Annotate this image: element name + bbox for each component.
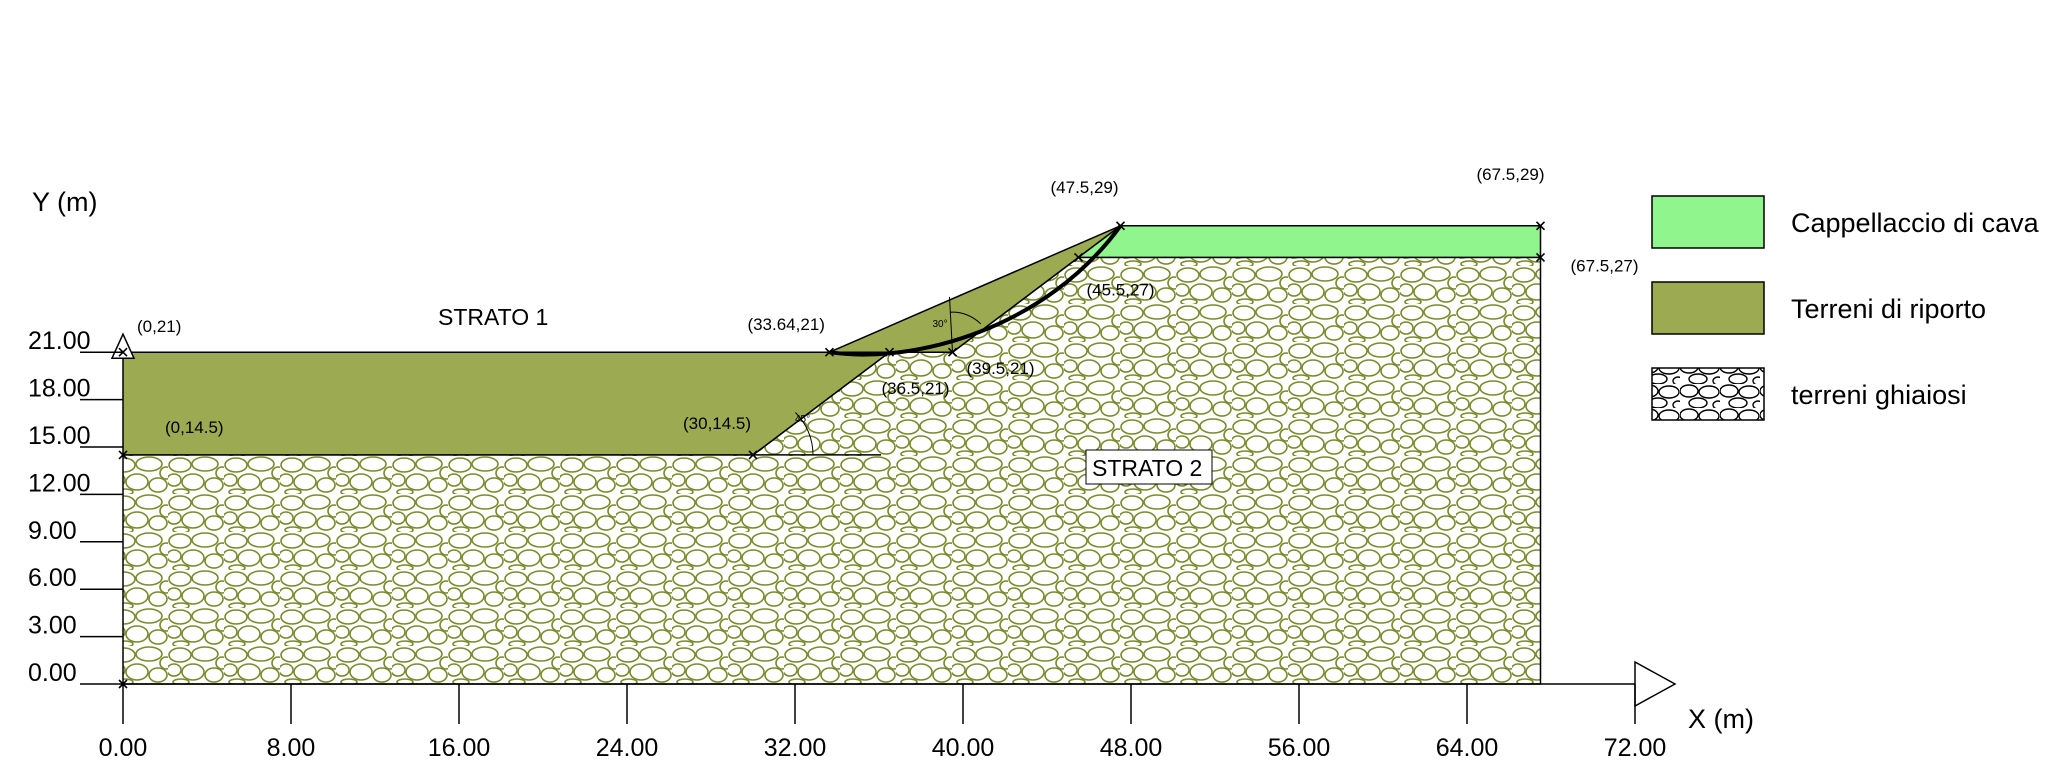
strato2-gravel-area <box>122 256 1542 685</box>
legend-swatch-gravel <box>1651 367 1765 421</box>
point-marker <box>748 450 758 460</box>
y-tick-label: 6.00 <box>28 564 77 592</box>
point-marker <box>1073 252 1084 262</box>
y-tick-label: 21.00 <box>28 327 91 355</box>
legend-label-riporto: Terreni di riporto <box>1791 294 1986 324</box>
point-coordinate-label: (36.5,21) <box>882 379 950 398</box>
point-coordinate-label: (45.5,27) <box>1087 280 1155 299</box>
x-axis-arrow <box>1634 660 1677 708</box>
strato1-label: STRATO 1 <box>438 304 548 330</box>
x-tick-label: 40.00 <box>932 734 995 762</box>
x-tick-label: 56.00 <box>1268 734 1331 762</box>
legend-label-gravel: terreni ghiaiosi <box>1791 380 1967 410</box>
cappellaccio-strip <box>1076 225 1542 259</box>
legend-swatch-cappellaccio <box>1651 195 1765 249</box>
point-marker <box>1535 221 1546 231</box>
origin-marker <box>118 679 128 689</box>
x-tick-label: 48.00 <box>1100 734 1163 762</box>
point-markers <box>118 221 1546 689</box>
point-marker <box>118 450 128 460</box>
point-marker <box>1535 252 1546 262</box>
y-tick-label: 0.00 <box>28 659 77 687</box>
x-axis-ticks: 0.00 8.00 16.00 24.00 32.00 40.00 48.00 56.00 64… <box>99 684 1667 762</box>
x-tick-label: 32.00 <box>764 734 827 762</box>
x-tick-label: 72.00 <box>1604 734 1667 762</box>
legend: Cappellaccio di cava Terreni di riporto … <box>1651 195 2040 421</box>
point-marker <box>824 347 835 357</box>
lower-angle-label: 45° <box>795 414 810 425</box>
point-coordinate-label: (33.64,21) <box>747 315 825 334</box>
point-coordinate-label: (39.5,21) <box>967 359 1035 378</box>
upper-angle-arc <box>950 311 982 325</box>
point-coordinate-label: (0,21) <box>137 317 181 336</box>
strato2-label-box <box>1085 449 1213 485</box>
point-coordinate-label: (67.5,27) <box>1571 256 1639 275</box>
point-coordinate-label: (67.5,29) <box>1477 165 1545 184</box>
y-axis-arrow <box>110 332 136 359</box>
point-marker <box>1115 221 1126 231</box>
point-marker <box>884 347 895 357</box>
point-marker <box>118 347 128 357</box>
point-coordinate-label: (47.5,29) <box>1051 178 1119 197</box>
y-tick-label: 18.00 <box>28 375 91 403</box>
y-tick-label: 12.00 <box>28 469 91 497</box>
y-tick-label: 15.00 <box>28 422 91 450</box>
y-tick-label: 9.00 <box>28 517 77 545</box>
lower-angle-arc <box>795 412 814 455</box>
point-marker <box>947 347 958 357</box>
point-coordinate-label: (0,14.5) <box>165 418 224 437</box>
y-tick-label: 3.00 <box>28 612 77 640</box>
strato2-label: STRATO 2 <box>1092 455 1202 481</box>
legend-swatch-riporto <box>1651 281 1765 335</box>
x-tick-label: 24.00 <box>596 734 659 762</box>
x-tick-label: 64.00 <box>1436 734 1499 762</box>
x-axis-title: X (m) <box>1688 704 1754 734</box>
x-tick-label: 0.00 <box>99 734 148 762</box>
legend-label-cappellaccio: Cappellaccio di cava <box>1791 208 2040 238</box>
strato1-fill-area <box>122 351 892 456</box>
x-tick-label: 8.00 <box>267 734 316 762</box>
y-axis-title: Y (m) <box>32 187 98 217</box>
upper-angle-label: 30° <box>933 319 948 330</box>
x-tick-label: 16.00 <box>428 734 491 762</box>
y-axis-ticks: 0.00 3.00 6.00 9.00 12.00 15.00 18.00 21.00 <box>28 327 123 687</box>
point-labels: (0,21) (0,14.5) (30,14.5) (33.64,21) (36.5,2… <box>137 165 1639 437</box>
point-coordinate-label: (30,14.5) <box>683 414 751 433</box>
slip-surface-curve <box>829 224 1123 357</box>
